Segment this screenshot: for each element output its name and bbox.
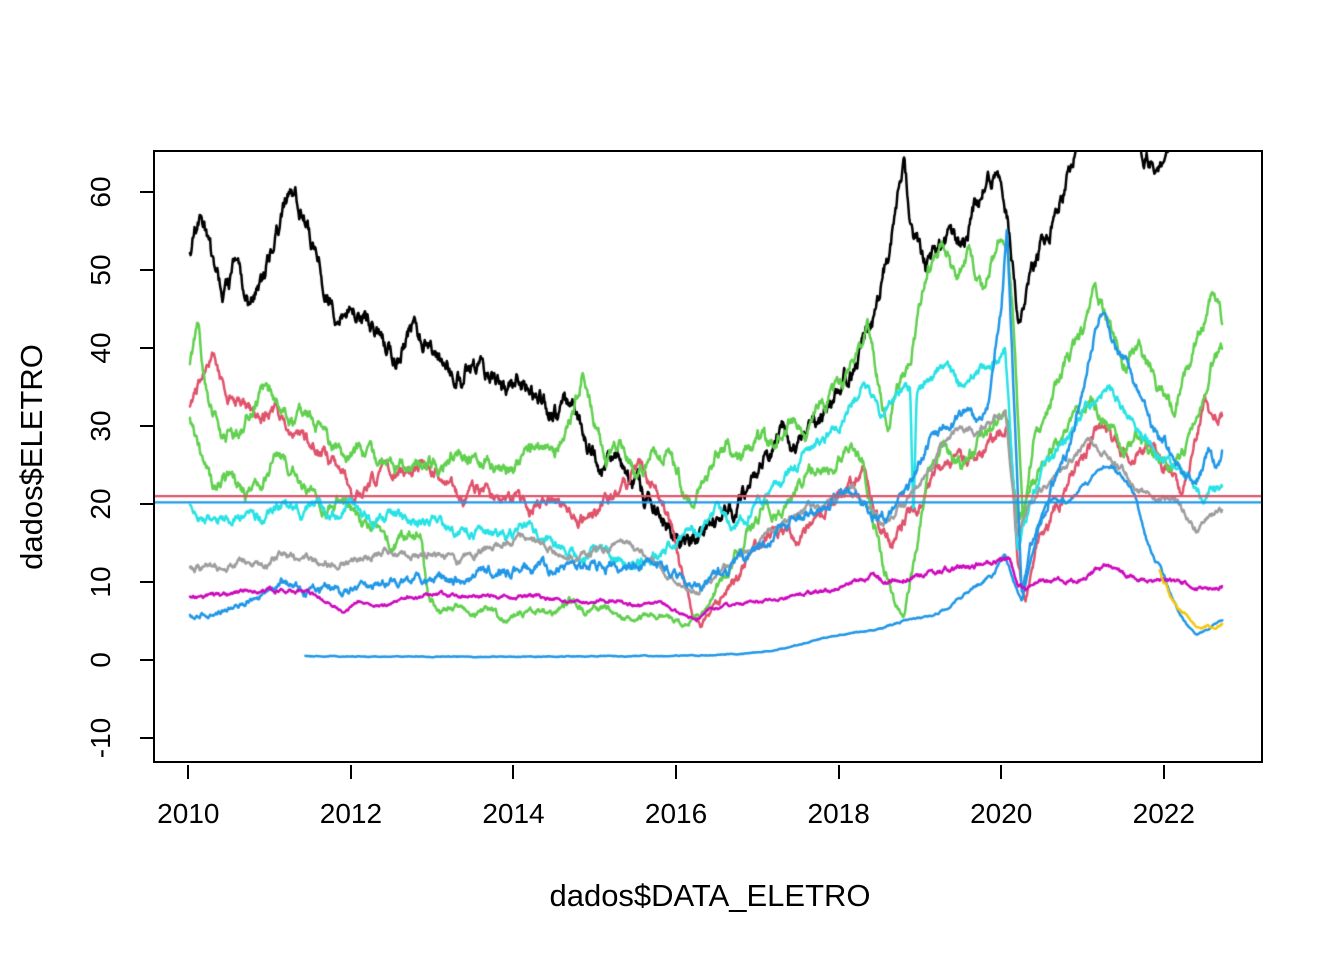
y-tick-mark	[140, 580, 154, 583]
y-tick-label: 0	[85, 652, 116, 668]
y-tick-label: 20	[85, 488, 116, 520]
y-tick-mark	[140, 346, 154, 349]
y-tick-label: 30	[85, 410, 116, 442]
plot-area	[155, 152, 1263, 763]
y-tick-label: 60	[85, 176, 116, 208]
x-tick-label: 2016	[644, 798, 708, 829]
x-axis-title: dados$DATA_ELETRO	[549, 878, 871, 913]
x-tick-label: 2020	[970, 798, 1033, 829]
x-tick-mark	[837, 765, 840, 779]
y-tick-mark	[140, 190, 154, 193]
x-tick-label: 2012	[319, 798, 383, 829]
x-tick-mark	[1162, 765, 1165, 779]
x-tick-mark	[512, 765, 515, 779]
y-tick-label: 40	[85, 332, 116, 364]
x-tick-label: 2022	[1132, 798, 1195, 829]
y-tick-mark	[140, 502, 154, 505]
x-tick-mark	[675, 765, 678, 779]
x-tick-mark	[1000, 765, 1003, 779]
y-tick-label: -10	[85, 717, 116, 759]
y-tick-mark	[140, 424, 154, 427]
x-tick-label: 2014	[482, 798, 545, 829]
x-tick-mark	[349, 765, 352, 779]
x-tick-mark	[187, 765, 190, 779]
y-tick-label: 50	[85, 254, 116, 286]
x-tick-label: 2010	[157, 798, 220, 829]
y-tick-label: 10	[85, 566, 116, 598]
y-tick-mark	[140, 737, 154, 740]
y-tick-mark	[140, 268, 154, 271]
y-axis-title: dados$ELETRO	[14, 344, 49, 570]
x-tick-label: 2018	[807, 798, 870, 829]
y-tick-mark	[140, 658, 154, 661]
